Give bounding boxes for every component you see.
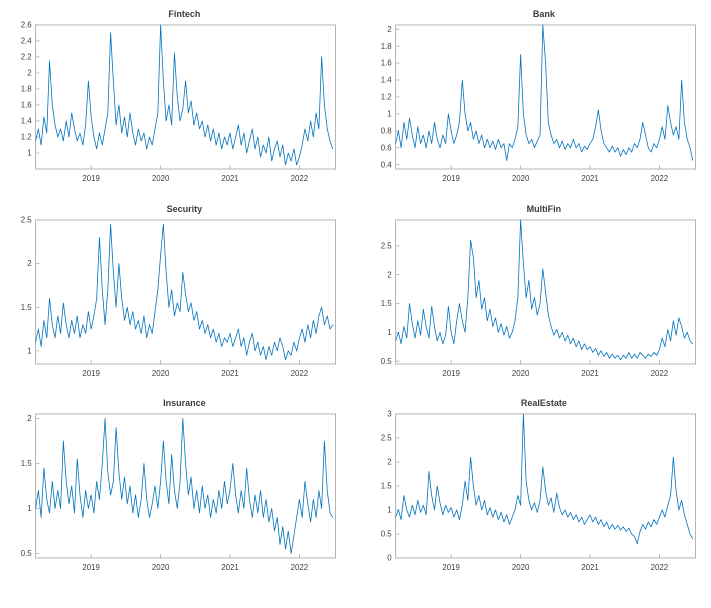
axes-box	[394, 219, 696, 365]
y-tick-label: 1.2	[21, 133, 32, 142]
chart-title-multifin: MultiFin	[526, 203, 562, 214]
chart-svg: 0 0.5 1 1.5 2 2.5 3 2019 2020 2021 2022	[380, 410, 696, 572]
subplot-multifin: MultiFin 0.5 1 1.5 2 2.5 2019 2020 2021 2022	[366, 203, 700, 386]
x-tick-label: 2021	[221, 369, 239, 378]
series-line	[394, 24, 693, 161]
chart-svg: 0.5 1 1.5 2 2019 2020 2021 2022	[21, 413, 336, 572]
chart-svg: 1 1.5 2 2.5 2019 2020 2021 2022	[21, 216, 336, 378]
x-tick-label: 2021	[581, 174, 599, 183]
y-tick-label: 1.4	[380, 76, 392, 85]
y-tick-label: 2.5	[380, 434, 392, 443]
chart-title-bank: Bank	[532, 9, 555, 19]
x-tick-label: 2020	[152, 174, 170, 183]
axes-box	[35, 24, 336, 170]
y-tick-label: 2	[387, 270, 391, 279]
y-tick-label: 0.6	[380, 143, 392, 152]
y-tick-label: 1	[387, 506, 391, 515]
chart-canvas-bank: 0.4 0.6 0.8 1 1.2 1.4 1.6 1.8 2 2019 2020 2021 2022	[366, 21, 700, 191]
y-tick-label: 2	[27, 69, 31, 78]
y-tick-label: 2.4	[21, 37, 33, 46]
y-tick-label: 0	[387, 554, 392, 563]
chart-title-realestate: RealEstate	[520, 398, 567, 409]
axes-box	[35, 413, 336, 559]
x-tick-label: 2022	[291, 369, 309, 378]
x-tick-label: 2020	[511, 369, 529, 378]
y-tick-label: 2.5	[380, 241, 392, 250]
x-tick-label: 2020	[152, 369, 170, 378]
subplot-realestate: RealEstate 0 0.5 1 1.5 2 2.5 3 2019 2020 2021 2022	[366, 397, 700, 580]
y-tick-label: 1.5	[21, 303, 33, 312]
y-tick-label: 1.8	[21, 85, 33, 94]
y-tick-label: 1	[27, 149, 31, 158]
x-tick-label: 2019	[442, 174, 460, 183]
axes-box	[394, 413, 696, 559]
series-line	[394, 413, 693, 545]
y-tick-label: 2	[27, 259, 31, 268]
y-tick-label: 1.5	[380, 482, 392, 491]
y-tick-label: 2	[27, 415, 31, 424]
y-tick-label: 2.2	[21, 53, 32, 62]
axes-box	[394, 24, 696, 170]
series-line	[394, 219, 693, 361]
y-tick-label: 2	[387, 25, 391, 34]
x-tick-label: 2022	[650, 174, 668, 183]
x-tick-label: 2020	[152, 563, 170, 572]
x-tick-label: 2021	[581, 563, 599, 572]
series-line	[35, 418, 334, 555]
x-tick-label: 2021	[221, 174, 239, 183]
subplot-fintech: Fintech 1 1.2 1.4 1.6 1.8 2 2.2 2.4 2.6 2019 2020 2…	[6, 8, 340, 191]
x-tick-label: 2019	[442, 563, 460, 572]
y-tick-label: 2.5	[21, 216, 33, 225]
y-tick-label: 0.5	[21, 550, 33, 559]
chart-canvas-security: 1 1.5 2 2.5 2019 2020 2021 2022	[6, 216, 340, 386]
x-tick-label: 2022	[650, 563, 668, 572]
y-tick-label: 2.6	[21, 21, 33, 30]
matlab-figure: Fintech 1 1.2 1.4 1.6 1.8 2 2.2 2.4 2.6 2019 2020 2…	[6, 8, 700, 580]
x-tick-label: 2022	[291, 174, 309, 183]
y-tick-label: 3	[387, 410, 392, 419]
y-tick-label: 2	[387, 458, 391, 467]
y-tick-label: 0.8	[380, 127, 392, 136]
chart-svg: 0.5 1 1.5 2 2.5 2019 2020 2021 2022	[380, 219, 696, 378]
chart-title-insurance: Insurance	[163, 398, 206, 409]
x-tick-label: 2019	[442, 369, 460, 378]
x-tick-label: 2021	[581, 369, 599, 378]
subplot-insurance: Insurance 0.5 1 1.5 2 2019 2020 2021 2022	[6, 397, 340, 580]
y-tick-label: 1.8	[380, 42, 392, 51]
x-tick-label: 2022	[650, 369, 668, 378]
chart-title-fintech: Fintech	[168, 9, 201, 19]
x-tick-label: 2021	[221, 563, 239, 572]
y-tick-label: 0.5	[380, 530, 392, 539]
y-tick-label: 1.2	[380, 93, 391, 102]
y-tick-label: 1	[27, 505, 31, 514]
y-tick-label: 0.5	[380, 357, 392, 366]
y-tick-label: 0.4	[380, 160, 392, 169]
chart-canvas-fintech: 1 1.2 1.4 1.6 1.8 2 2.2 2.4 2.6 2019 2020 2021 2022	[6, 21, 340, 191]
chart-svg: 0.4 0.6 0.8 1 1.2 1.4 1.6 1.8 2 2019 2020 2021 2022	[380, 24, 696, 183]
y-tick-label: 1.4	[21, 117, 33, 126]
chart-canvas-multifin: 0.5 1 1.5 2 2.5 2019 2020 2021 2022	[366, 216, 700, 386]
x-tick-label: 2020	[511, 563, 529, 572]
x-tick-label: 2019	[82, 174, 100, 183]
series-line	[35, 223, 334, 360]
chart-svg: 1 1.2 1.4 1.6 1.8 2 2.2 2.4 2.6 2019 2020 2021 2022	[21, 21, 336, 183]
y-tick-label: 1	[387, 110, 391, 119]
chart-canvas-insurance: 0.5 1 1.5 2 2019 2020 2021 2022	[6, 410, 340, 580]
chart-title-security: Security	[166, 203, 203, 214]
y-tick-label: 1.6	[21, 101, 33, 110]
y-tick-label: 1	[387, 328, 391, 337]
series-line	[35, 24, 334, 166]
y-tick-label: 1.5	[380, 299, 392, 308]
axes-box	[35, 219, 336, 365]
x-tick-label: 2019	[82, 563, 100, 572]
y-tick-label: 1.5	[21, 460, 33, 469]
chart-canvas-realestate: 0 0.5 1 1.5 2 2.5 3 2019 2020 2021 2022	[366, 410, 700, 580]
x-tick-label: 2022	[291, 563, 309, 572]
x-tick-label: 2019	[82, 369, 100, 378]
subplot-security: Security 1 1.5 2 2.5 2019 2020 2021 2022	[6, 203, 340, 386]
x-tick-label: 2020	[511, 174, 529, 183]
y-tick-label: 1	[27, 346, 31, 355]
subplot-bank: Bank 0.4 0.6 0.8 1 1.2 1.4 1.6 1.8 2 2019 2020 2021…	[366, 8, 700, 191]
y-tick-label: 1.6	[380, 59, 392, 68]
